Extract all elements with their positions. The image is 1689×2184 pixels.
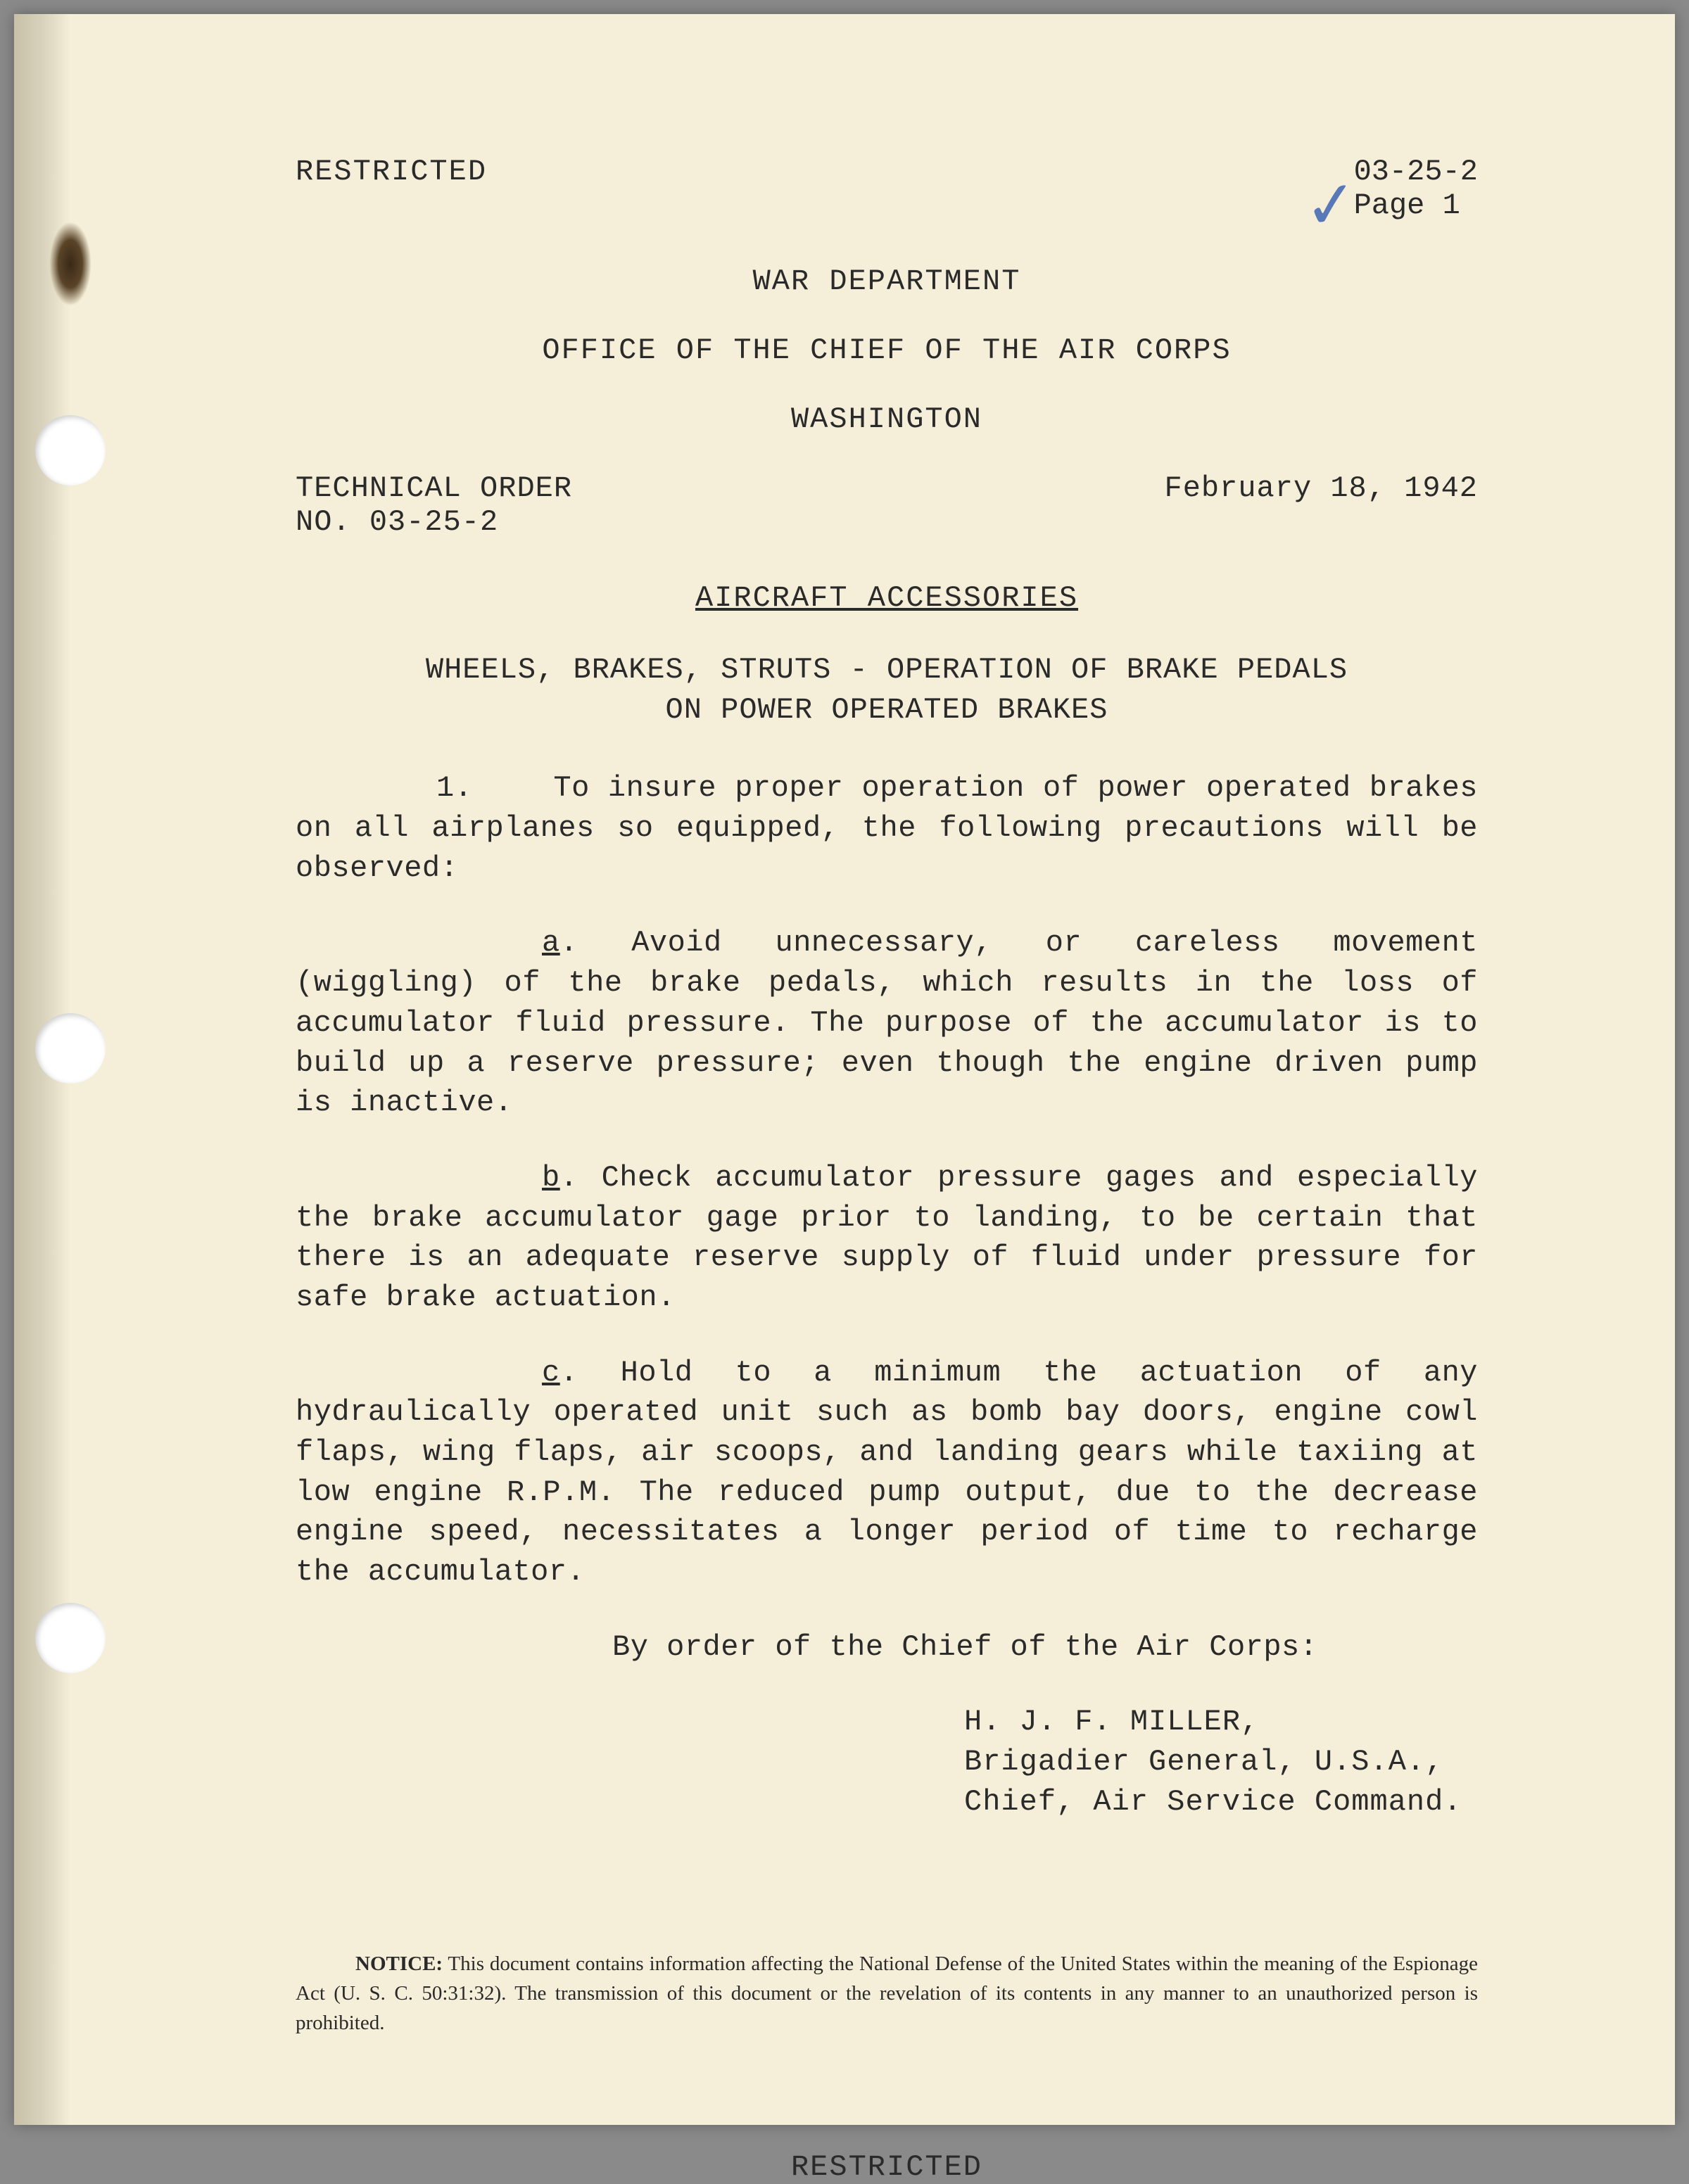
punch-hole	[35, 415, 106, 485]
subject-title: WHEELS, BRAKES, STRUTS - OPERATION OF BR…	[296, 650, 1478, 730]
signature-rank: Brigadier General, U.S.A.,	[964, 1742, 1478, 1782]
location: WASHINGTON	[296, 402, 1478, 436]
para-intro-text: To insure proper operation of power oper…	[296, 771, 1478, 884]
header-center-block: WAR DEPARTMENT OFFICE OF THE CHIEF OF TH…	[296, 265, 1478, 436]
order-line2: NO. 03-25-2	[296, 505, 572, 539]
document-page: ✓ RESTRICTED 03-25-2 Page 1 WAR DEPARTME…	[14, 14, 1675, 2125]
punch-hole	[35, 1603, 106, 1673]
notice-text: This document contains information affec…	[296, 1953, 1478, 2034]
office-title: OFFICE OF THE CHIEF OF THE AIR CORPS	[296, 334, 1478, 367]
checkmark-annotation: ✓	[1301, 165, 1361, 245]
department-title: WAR DEPARTMENT	[296, 265, 1478, 298]
signature-title: Chief, Air Service Command.	[964, 1782, 1478, 1822]
paragraph-intro: 1.To insure proper operation of power op…	[296, 768, 1478, 888]
para-c-text: . Hold to a minimum the actuation of any…	[296, 1356, 1478, 1589]
by-order-text: By order of the Chief of the Air Corps:	[612, 1630, 1317, 1664]
sub-letter-b: b	[542, 1161, 560, 1195]
order-line1: TECHNICAL ORDER	[296, 471, 572, 505]
para-a-text: . Avoid unnecessary, or careless movemen…	[296, 926, 1478, 1119]
document-reference: 03-25-2 Page 1	[1354, 155, 1478, 222]
page-number: Page 1	[1354, 189, 1478, 222]
classification-header: RESTRICTED	[296, 155, 487, 222]
by-order-line: By order of the Chief of the Air Corps:	[296, 1627, 1478, 1668]
paragraph-a: a. Avoid unnecessary, or careless moveme…	[296, 923, 1478, 1122]
subject-line2: ON POWER OPERATED BRAKES	[666, 693, 1108, 727]
para-b-text: . Check accumulator pressure gages and e…	[296, 1161, 1478, 1314]
subject-line1: WHEELS, BRAKES, STRUTS - OPERATION OF BR…	[426, 653, 1348, 687]
binding-damage	[49, 222, 91, 306]
classification-footer: RESTRICTED	[296, 2150, 1478, 2184]
order-date: February 18, 1942	[1165, 471, 1478, 539]
sub-letter-c: c	[542, 1356, 560, 1390]
order-info: TECHNICAL ORDER NO. 03-25-2	[296, 471, 572, 539]
paragraph-b: b. Check accumulator pressure gages and …	[296, 1158, 1478, 1318]
signature-name: H. J. F. MILLER,	[964, 1702, 1478, 1742]
doc-number: 03-25-2	[1354, 155, 1478, 189]
header-row: RESTRICTED 03-25-2 Page 1	[296, 155, 1478, 222]
paragraph-c: c. Hold to a minimum the actuation of an…	[296, 1353, 1478, 1592]
punch-hole	[35, 1013, 106, 1084]
notice-label: NOTICE:	[355, 1953, 443, 1975]
order-row: TECHNICAL ORDER NO. 03-25-2 February 18,…	[296, 471, 1478, 539]
section-title: AIRCRAFT ACCESSORIES	[296, 581, 1478, 615]
signature-block: H. J. F. MILLER, Brigadier General, U.S.…	[964, 1702, 1478, 1822]
notice-block: NOTICE: This document contains informati…	[296, 1949, 1478, 2038]
sub-letter-a: a	[542, 926, 560, 960]
para-number: 1.	[436, 771, 472, 805]
